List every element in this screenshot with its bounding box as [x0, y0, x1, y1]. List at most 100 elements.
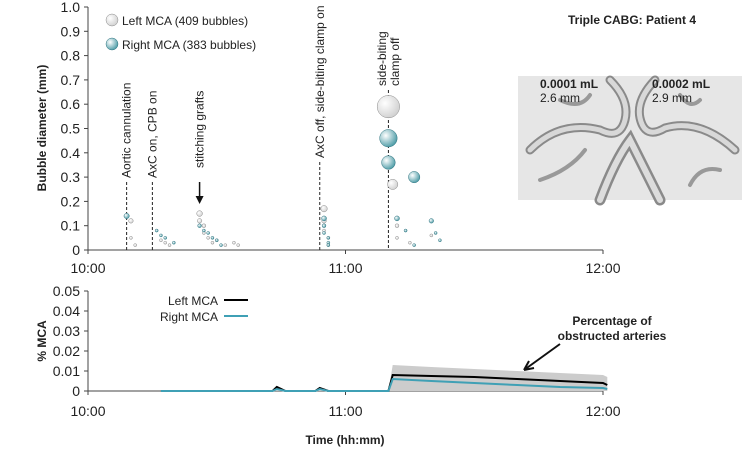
bubble [379, 129, 398, 148]
x-tick-label: 10:00 [70, 260, 105, 276]
bubble [223, 243, 228, 247]
error-band [160, 365, 608, 391]
bubble [215, 238, 219, 243]
y-tick-label: 0.4 [61, 145, 81, 161]
vessels [525, 75, 740, 206]
x-tick-label: 12:00 [585, 260, 620, 276]
inset-image: 0.0001 mL 2.6 mm 0.0002 mL 2.9 mm [518, 75, 742, 206]
bubble [172, 240, 176, 245]
annotation-arrow [195, 196, 204, 204]
bubble [129, 236, 133, 240]
annotation-arrow [523, 343, 561, 371]
legend-marker [105, 37, 119, 51]
line [160, 377, 608, 392]
bubble [433, 231, 438, 235]
annotation: obstructed arteries [558, 329, 667, 343]
bubble [128, 218, 134, 224]
bubble [159, 233, 163, 238]
bubble [219, 243, 223, 247]
y-tick-label: 0 [72, 242, 80, 258]
x-tick-label: 11:00 [329, 403, 363, 419]
bubble [201, 223, 207, 228]
bubble [408, 240, 412, 245]
bubble [403, 228, 408, 233]
inset-label: 2.6 mm [540, 91, 580, 105]
y-tick-label: 0.9 [61, 23, 81, 39]
y-tick-label: 0.7 [61, 72, 81, 88]
bubble [236, 243, 240, 247]
x-tick-label: 10:00 [70, 403, 105, 419]
bubble [123, 213, 130, 219]
bubble [210, 240, 215, 245]
bubble [159, 238, 163, 243]
y-tick-label: 0.03 [53, 323, 80, 339]
bubble [429, 233, 434, 238]
y-tick-label: 0.2 [61, 193, 81, 209]
bubble [133, 243, 137, 247]
y-axis-label: % MCA [35, 320, 49, 362]
bubble [321, 215, 327, 222]
bubble [438, 238, 442, 243]
bubble [408, 171, 421, 184]
bubble [197, 218, 203, 224]
bubble [321, 223, 327, 228]
legend-label: Left MCA [168, 294, 218, 308]
annotation: clamp off [388, 37, 402, 86]
x-tick-label: 12:00 [585, 403, 620, 419]
chart-title: Triple CABG: Patient 4 [568, 13, 696, 27]
annotation: AxC off, side-biting clamp on [313, 5, 327, 158]
vessel [527, 77, 629, 153]
annotation: Aortic cannulation [120, 83, 134, 178]
bubble [326, 243, 331, 247]
bubble [394, 223, 400, 228]
bubble [376, 95, 400, 119]
inset-label: 2.9 mm [652, 91, 692, 105]
bubble [202, 228, 206, 233]
inset-label: 0.0002 mL [652, 77, 710, 91]
bubble [320, 205, 328, 213]
bubble [206, 231, 210, 235]
bubble [412, 243, 416, 247]
bubble [428, 218, 434, 224]
y-tick-label: 0 [72, 383, 80, 399]
y-tick-label: 0.6 [61, 96, 81, 112]
bubble [154, 228, 159, 233]
annotation: side-biting [375, 31, 389, 86]
inset-label: 0.0001 mL [540, 77, 598, 91]
legend-label: Right MCA (383 bubbles) [122, 38, 256, 52]
bubble [197, 223, 202, 228]
legend-marker [105, 13, 119, 27]
y-tick-label: 0.05 [53, 283, 80, 299]
y-axis-label: Bubble diameter (mm) [35, 65, 49, 192]
y-tick-label: 0.01 [53, 363, 80, 379]
vessel [597, 134, 663, 203]
legend-label: Left MCA (409 bubbles) [122, 14, 248, 28]
y-tick-label: 0.5 [61, 121, 81, 137]
y-tick-label: 0.1 [61, 218, 81, 234]
y-tick-label: 0.02 [53, 343, 80, 359]
x-tick-label: 11:00 [329, 260, 363, 276]
y-tick-label: 1.0 [61, 0, 81, 15]
bubble [163, 240, 167, 245]
bubble [387, 179, 399, 190]
y-tick-label: 0.04 [53, 303, 80, 319]
bubble [322, 231, 326, 235]
annotation: Percentage of [572, 314, 652, 328]
bubble [395, 236, 399, 240]
bubble [381, 155, 396, 170]
bubble [394, 215, 400, 222]
bubble [206, 236, 210, 240]
legend-label: Right MCA [160, 310, 218, 324]
bubble [167, 243, 172, 247]
annotation: AxC on, CPB on [145, 91, 159, 178]
vessel [538, 93, 722, 187]
x-axis-label: Time (hh:mm) [305, 433, 384, 447]
y-tick-label: 0.8 [61, 48, 81, 64]
bubble [210, 236, 215, 240]
annotation: stitching grafts [193, 91, 207, 168]
bubble [196, 210, 203, 217]
bubble [326, 236, 331, 240]
y-tick-label: 0.3 [61, 169, 81, 185]
bubble [232, 240, 236, 245]
